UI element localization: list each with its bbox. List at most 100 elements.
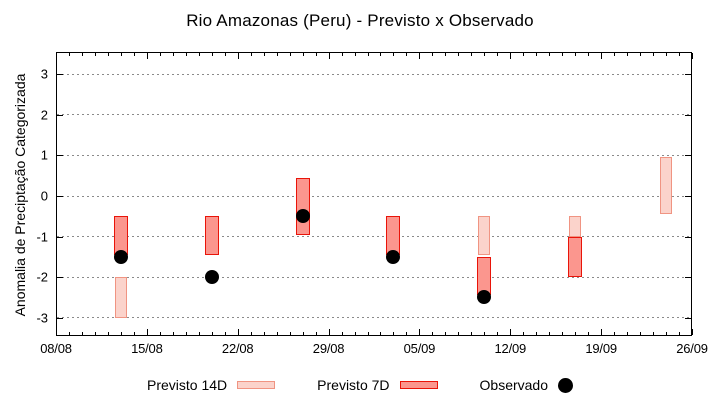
x-minor-tick-top [107, 53, 109, 56]
x-minor-tick-bottom [68, 332, 70, 335]
y-tick-label: -3 [36, 310, 48, 326]
x-minor-tick-top [380, 53, 382, 56]
x-minor-tick-top [393, 53, 395, 56]
x-minor-tick-top [198, 53, 200, 56]
y-tick-left [57, 114, 63, 116]
x-minor-tick-top [679, 53, 681, 56]
x-major-tick-top [146, 53, 148, 59]
observed-dot [386, 249, 401, 264]
x-minor-tick-top [315, 53, 317, 56]
x-major-tick-bottom [692, 329, 693, 335]
y-tick-right [685, 317, 691, 319]
observed-dot [204, 270, 219, 285]
x-minor-tick-top [458, 53, 460, 56]
forecast-7d-bar [568, 236, 583, 278]
x-minor-tick-top [523, 53, 525, 56]
x-tick-label: 05/09 [403, 341, 436, 356]
forecast-7d-swatch-icon [399, 381, 438, 389]
x-minor-tick-bottom [523, 332, 525, 335]
observed-dot-icon [558, 377, 573, 393]
x-minor-tick-bottom [120, 332, 122, 335]
x-major-tick-top [510, 53, 512, 59]
y-gridline [57, 73, 691, 75]
x-minor-tick-top [666, 53, 668, 56]
x-minor-tick-bottom [341, 332, 343, 335]
forecast-14d-bar [114, 277, 127, 318]
forecast-7d-bar [295, 177, 310, 235]
y-tick-left [57, 317, 63, 319]
x-minor-tick-top [68, 53, 70, 56]
x-minor-tick-top [562, 53, 564, 56]
x-minor-tick-bottom [276, 332, 278, 335]
x-minor-tick-top [81, 53, 83, 56]
y-gridline [57, 114, 691, 116]
x-minor-tick-top [211, 53, 213, 56]
x-minor-tick-bottom [536, 332, 538, 335]
x-tick-label: 15/08 [131, 341, 163, 356]
x-minor-tick-bottom [81, 332, 83, 335]
x-minor-tick-bottom [471, 332, 473, 335]
x-minor-tick-bottom [640, 332, 642, 335]
forecast-7d-bar [204, 216, 219, 255]
x-minor-tick-top [575, 53, 577, 56]
x-minor-tick-top [224, 53, 226, 56]
x-tick-label: 08/08 [40, 341, 72, 356]
x-minor-tick-bottom [393, 332, 395, 335]
legend-item-observado: Observado [480, 377, 573, 393]
x-minor-tick-top [302, 53, 304, 56]
x-major-tick-top [692, 53, 693, 59]
x-minor-tick-bottom [380, 332, 382, 335]
x-minor-tick-top [367, 53, 369, 56]
x-major-tick-top [328, 53, 330, 59]
x-minor-tick-bottom [198, 332, 200, 335]
y-tick-right [685, 74, 691, 76]
observed-dot [113, 249, 128, 264]
y-tick-right [685, 114, 691, 116]
x-minor-tick-top [263, 53, 265, 56]
y-tick-left [57, 155, 63, 157]
y-tick-label: 0 [40, 188, 48, 204]
y-tick-label: -1 [36, 229, 48, 245]
legend-item-previsto-7d: Previsto 7D [317, 377, 438, 393]
x-minor-tick-top [159, 53, 161, 56]
x-major-tick-bottom [146, 329, 148, 335]
y-tick-left [57, 277, 63, 279]
y-tick-right [685, 155, 691, 157]
x-minor-tick-top [627, 53, 629, 56]
y-gridline [57, 236, 691, 238]
x-tick-label: 12/09 [494, 341, 527, 356]
x-tick-label: 29/08 [312, 341, 345, 356]
plot-area [56, 52, 692, 336]
x-minor-tick-bottom [133, 332, 135, 335]
x-major-tick-top [237, 53, 239, 59]
x-minor-tick-top [185, 53, 187, 56]
x-minor-tick-bottom [367, 332, 369, 335]
x-minor-tick-bottom [302, 332, 304, 335]
x-minor-tick-bottom [354, 332, 356, 335]
legend-label-observado: Observado [479, 377, 548, 393]
x-minor-tick-top [341, 53, 343, 56]
legend-label-previsto-7d: Previsto 7D [317, 377, 390, 393]
observed-dot [477, 290, 492, 305]
y-tick-right [685, 236, 691, 238]
x-tick-label: 26/09 [676, 341, 708, 356]
y-gridline [57, 317, 691, 319]
x-minor-tick-top [94, 53, 96, 56]
chart-title: Rio Amazonas (Peru) - Previsto x Observa… [186, 11, 534, 30]
x-minor-tick-top [406, 53, 408, 56]
x-minor-tick-top [276, 53, 278, 56]
x-minor-tick-bottom [458, 332, 460, 335]
x-minor-tick-top [536, 53, 538, 56]
x-major-tick-top [419, 53, 421, 59]
x-major-tick-bottom [419, 329, 421, 335]
x-minor-tick-bottom [94, 332, 96, 335]
x-minor-tick-bottom [224, 332, 226, 335]
x-minor-tick-top [471, 53, 473, 56]
x-minor-tick-top [432, 53, 434, 56]
x-minor-tick-top [120, 53, 122, 56]
x-minor-tick-bottom [289, 332, 291, 335]
x-minor-tick-bottom [107, 332, 109, 335]
x-tick-label: 22/08 [221, 341, 254, 356]
x-minor-tick-top [549, 53, 551, 56]
y-gridline [57, 154, 691, 156]
